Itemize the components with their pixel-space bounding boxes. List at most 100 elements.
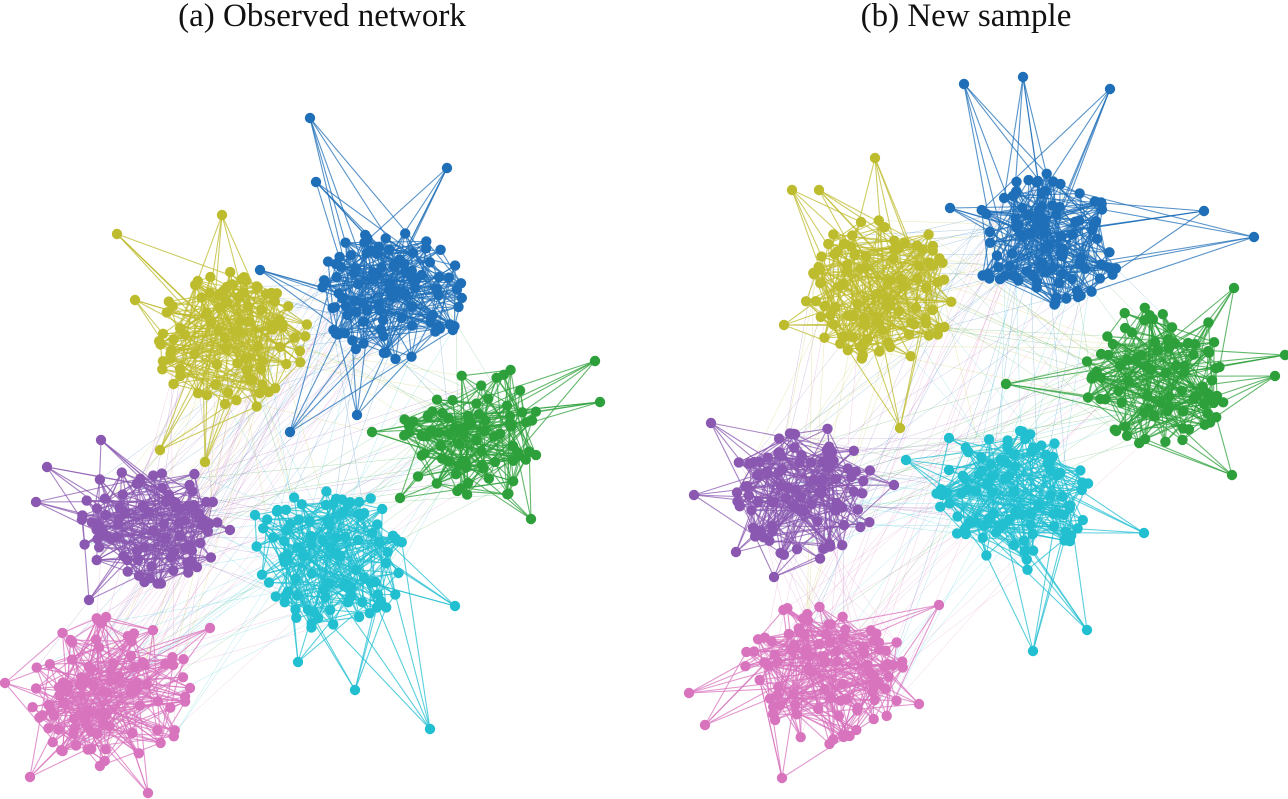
edge: [981, 88, 1111, 211]
node-olive: [252, 341, 264, 352]
node-green: [456, 370, 467, 381]
edge: [693, 479, 824, 496]
edge: [46, 466, 83, 521]
node-olive: [231, 325, 243, 336]
node-green: [1208, 337, 1220, 348]
node-cyan: [256, 569, 268, 580]
node-cyan: [352, 534, 364, 546]
edge: [197, 360, 263, 394]
node-pink: [160, 659, 171, 670]
node-cyan: [1048, 521, 1060, 532]
node-blue: [433, 271, 445, 283]
node-pink: [70, 740, 82, 751]
edge: [289, 263, 337, 433]
panel-title: (b) New sample: [860, 0, 1072, 34]
edge: [838, 664, 868, 717]
node-purple: [184, 479, 195, 491]
node-cyan: [990, 527, 1002, 538]
edge: [1144, 438, 1233, 476]
node-cyan: [971, 485, 982, 497]
edge: [95, 639, 149, 794]
inter-edge: [1007, 202, 1102, 448]
edge: [204, 395, 208, 463]
node-cyan: [249, 509, 261, 521]
edge: [98, 666, 135, 714]
node-green: [1115, 360, 1126, 371]
node-purple: [731, 487, 743, 498]
node-purple: [30, 496, 42, 508]
edge: [1032, 513, 1057, 652]
node-cyan: [373, 536, 385, 548]
node-purple: [775, 481, 786, 492]
node-olive: [903, 329, 915, 340]
node-purple: [798, 505, 810, 517]
edge: [96, 618, 100, 714]
node-cyan: [998, 518, 1009, 530]
node-purple: [822, 423, 833, 434]
edge: [1168, 347, 1286, 356]
node-green: [1157, 309, 1168, 320]
node-pink: [62, 680, 74, 691]
inter-edge: [1115, 268, 1163, 315]
edge: [354, 551, 389, 691]
node-blue: [284, 426, 296, 438]
node-pink: [142, 787, 154, 799]
node-cyan: [331, 532, 342, 543]
node-pink: [105, 665, 116, 677]
node-pink: [127, 727, 138, 739]
node-olive: [295, 357, 306, 368]
edge: [29, 701, 186, 778]
node-green: [366, 426, 378, 438]
node-purple: [814, 553, 826, 564]
node-cyan: [944, 498, 955, 509]
edge: [768, 428, 828, 542]
network-nodes: [0, 112, 606, 799]
node-green: [1107, 338, 1119, 350]
inter-edge: [783, 397, 1089, 611]
intra-community-edges: [4, 117, 601, 794]
node-blue: [984, 273, 995, 284]
node-cyan: [1010, 506, 1021, 517]
edge: [822, 604, 940, 657]
edge: [963, 83, 1024, 237]
edge: [417, 460, 450, 477]
edge: [757, 501, 831, 547]
node-cyan: [279, 597, 290, 608]
node-purple: [189, 468, 200, 480]
node-purple: [790, 484, 801, 496]
node-olive: [913, 260, 925, 271]
edge: [905, 459, 1083, 484]
node-purple: [821, 445, 833, 457]
node-purple: [180, 542, 191, 553]
node-cyan: [285, 518, 296, 530]
node-blue: [1066, 273, 1078, 285]
node-pink: [43, 723, 54, 734]
node-purple: [91, 554, 102, 566]
node-blue: [427, 309, 438, 321]
node-olive: [823, 238, 834, 250]
node-blue: [350, 306, 362, 317]
node-purple: [198, 519, 209, 530]
edge: [440, 422, 511, 447]
edge: [99, 742, 161, 767]
node-purple: [117, 489, 128, 500]
node-olive: [884, 341, 896, 353]
edge: [309, 117, 463, 299]
edge: [1032, 550, 1088, 631]
node-cyan: [951, 528, 963, 539]
node-pink: [177, 672, 189, 683]
node-olive: [894, 422, 906, 434]
edge: [240, 279, 276, 389]
node-purple: [773, 433, 785, 444]
edge: [1003, 523, 1034, 652]
node-olive: [251, 401, 262, 412]
edge: [277, 509, 431, 730]
node-olive: [201, 389, 213, 401]
edge: [105, 616, 154, 631]
node-olive: [154, 444, 166, 456]
node-olive: [270, 383, 281, 394]
node-blue: [1051, 209, 1062, 220]
node-blue: [340, 301, 351, 312]
node-olive: [129, 294, 141, 306]
node-cyan: [943, 464, 955, 476]
